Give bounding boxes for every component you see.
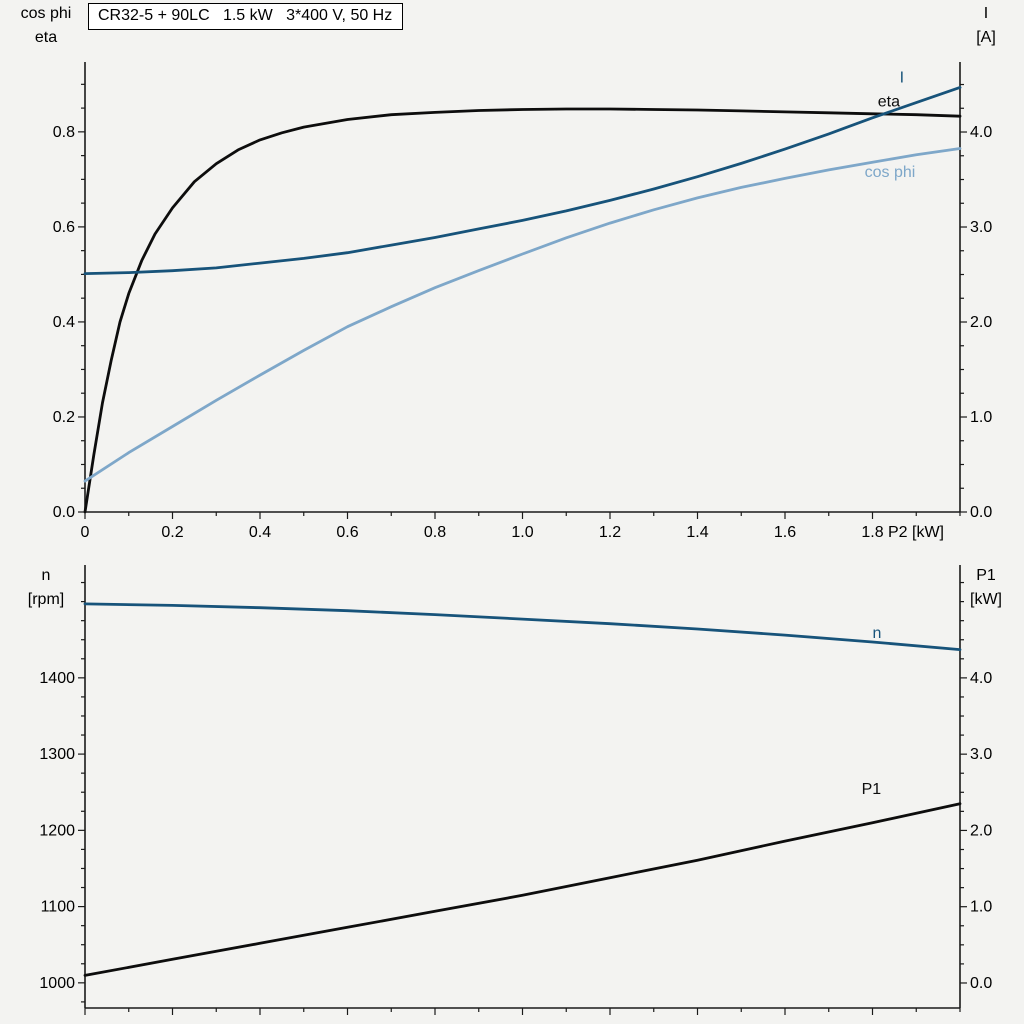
x-tick-label: 0.6: [336, 524, 358, 541]
y-right-tick-label: 0.0: [970, 504, 992, 521]
x-axis-label: P2 [kW]: [887, 524, 944, 541]
top-right-axis-title-line2: [A]: [976, 29, 996, 46]
y-right-tick-label: 4.0: [970, 124, 992, 141]
y-left-tick-label: 0.0: [53, 504, 75, 521]
y-left-tick-label: 0.8: [53, 124, 75, 141]
top-left-axis-title-line1: cos phi: [20, 5, 72, 22]
y-right-tick-label: 1.0: [970, 409, 992, 426]
series-I-curve: [83, 86, 962, 276]
series-I-label: I: [900, 70, 904, 87]
series-n-label: n: [873, 625, 882, 642]
x-tick-label: 0.4: [249, 524, 271, 541]
x-tick-label: 1.4: [686, 524, 708, 541]
y-left-tick-label: 1000: [39, 975, 75, 992]
series-P1-curve: [83, 802, 962, 977]
series-eta-curve: [83, 107, 962, 514]
bottom-left-axis-title-line2: [rpm]: [27, 591, 65, 608]
x-tick-label: 1.0: [511, 524, 533, 541]
x-tick-label: 0.8: [424, 524, 446, 541]
x-tick-label: 0: [81, 524, 90, 541]
x-tick-label: 1.2: [599, 524, 621, 541]
bottom-left-axis-title-line1: n: [41, 567, 51, 584]
top-left-axis-title-line2: eta: [34, 29, 58, 46]
y-left-tick-label: 1100: [41, 899, 76, 916]
x-tick-label: 1.8: [861, 524, 883, 541]
chart-title-box: CR32-5 + 90LC 1.5 kW 3*400 V, 50 Hz: [88, 3, 404, 30]
y-left-tick-label: 1300: [39, 746, 75, 763]
series-eta-label: eta: [878, 94, 900, 111]
y-right-tick-label: 3.0: [970, 219, 992, 236]
y-right-tick-label: 3.0: [970, 746, 992, 763]
y-left-tick-label: 0.4: [53, 314, 75, 331]
y-right-tick-label: 1.0: [970, 899, 992, 916]
y-left-tick-label: 1400: [39, 670, 75, 687]
y-left-tick-label: 0.2: [53, 409, 75, 426]
y-right-tick-label: 4.0: [970, 670, 992, 687]
y-right-tick-label: 2.0: [970, 314, 992, 331]
bottom-right-axis-title-line2: [kW]: [970, 591, 1002, 608]
series-cos_phi-label: cos phi: [865, 164, 916, 181]
y-left-tick-label: 1200: [39, 822, 75, 839]
bottom-right-axis-title-line1: P1: [976, 567, 996, 584]
x-tick-label: 1.6: [774, 524, 796, 541]
top-right-axis-title-line1: I: [983, 5, 989, 22]
series-cos_phi-curve: [83, 147, 962, 483]
x-tick-label: 0.2: [161, 524, 183, 541]
y-right-tick-label: 0.0: [970, 975, 992, 992]
series-P1-label: P1: [862, 781, 882, 798]
y-right-tick-label: 2.0: [970, 822, 992, 839]
y-left-tick-label: 0.6: [53, 219, 75, 236]
series-n-curve: [83, 602, 962, 651]
